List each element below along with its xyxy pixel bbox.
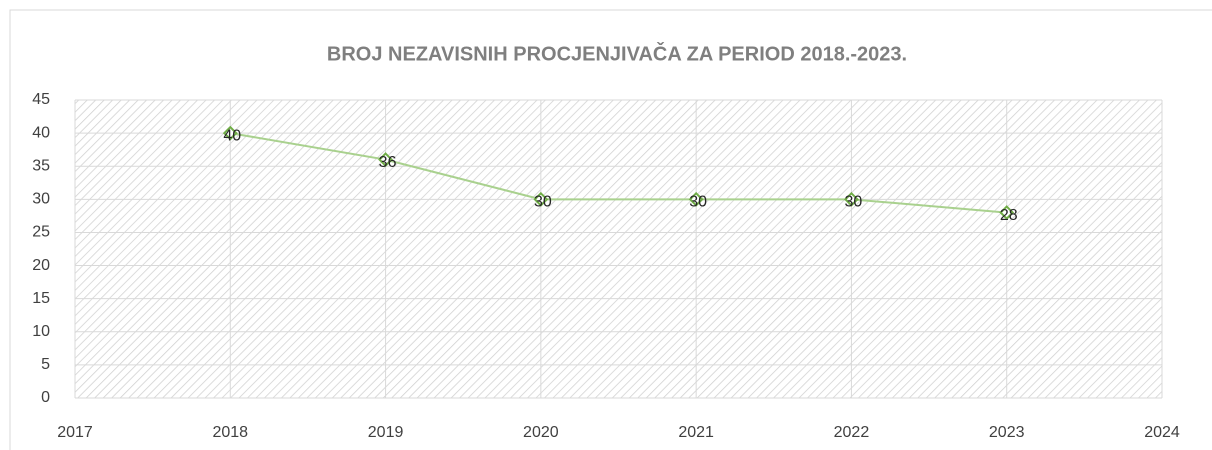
data-label: 36 — [379, 154, 397, 171]
marker — [688, 191, 704, 207]
y-tick-label: 20 — [32, 257, 50, 274]
data-label: 30 — [845, 194, 863, 211]
x-tick-label: 2021 — [678, 424, 714, 441]
x-tick-label: 2019 — [368, 424, 404, 441]
marker — [378, 152, 393, 168]
plot-area — [75, 100, 1162, 398]
marker — [844, 191, 859, 207]
data-label: 40 — [223, 127, 241, 144]
y-tick-label: 15 — [32, 290, 50, 307]
marker — [222, 125, 238, 141]
chart-title: BROJ NEZAVISNIH PROCJENJIVAČA ZA PERIOD … — [327, 41, 907, 65]
x-tick-label: 2022 — [834, 424, 870, 441]
y-tick-label: 45 — [32, 91, 50, 108]
chart-border — [9, 9, 1212, 450]
y-tick-label: 0 — [41, 389, 50, 406]
y-tick-label: 30 — [32, 191, 50, 208]
x-tick-label: 2024 — [1144, 424, 1180, 441]
data-label: 30 — [689, 194, 707, 211]
x-tick-label: 2017 — [57, 424, 93, 441]
data-label: 30 — [534, 194, 552, 211]
x-tick-label: 2018 — [212, 424, 248, 441]
x-tick-label: 2020 — [523, 424, 559, 441]
data-label: 28 — [1000, 207, 1018, 224]
y-tick-label: 40 — [32, 124, 50, 141]
y-tick-label: 25 — [32, 224, 50, 241]
data-line — [230, 132, 1007, 214]
x-tick-label: 2023 — [989, 424, 1025, 441]
marker — [533, 191, 549, 207]
y-tick-label: 35 — [32, 157, 50, 174]
marker — [999, 205, 1015, 220]
y-tick-label: 10 — [32, 323, 50, 340]
y-tick-label: 5 — [41, 356, 50, 373]
